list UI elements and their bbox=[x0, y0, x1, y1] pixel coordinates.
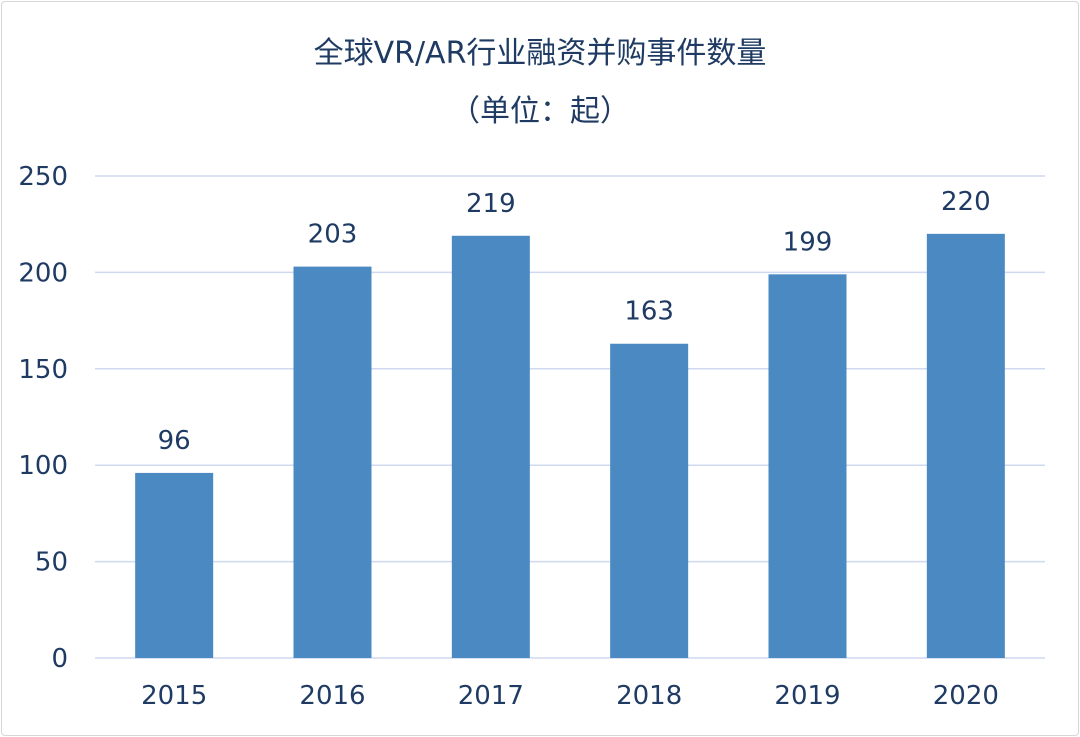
bars bbox=[135, 233, 1005, 658]
y-tick-label: 200 bbox=[18, 258, 68, 288]
data-label: 203 bbox=[308, 220, 358, 250]
data-label: 96 bbox=[158, 426, 191, 456]
bar bbox=[451, 235, 530, 658]
x-axis-ticks: 2015 2016 2017 2018 2019 2020 bbox=[141, 681, 999, 711]
bar bbox=[926, 233, 1005, 658]
y-tick-label: 0 bbox=[51, 644, 68, 674]
y-tick-label: 250 bbox=[18, 162, 68, 192]
y-tick-label: 150 bbox=[18, 355, 68, 385]
data-label: 220 bbox=[941, 187, 991, 217]
x-tick-label: 2018 bbox=[616, 681, 682, 711]
bar bbox=[293, 266, 372, 658]
x-tick-label: 2019 bbox=[774, 681, 840, 711]
grid-lines bbox=[95, 175, 1045, 659]
bar bbox=[135, 472, 214, 658]
chart-title: 全球VR/AR行业融资并购事件数量 bbox=[313, 36, 767, 71]
data-label: 219 bbox=[466, 189, 516, 219]
x-tick-label: 2015 bbox=[141, 681, 207, 711]
x-tick-label: 2017 bbox=[458, 681, 524, 711]
y-axis-ticks: 0 50 100 150 200 250 bbox=[18, 162, 68, 674]
data-labels: 96 203 219 163 199 220 bbox=[158, 187, 991, 456]
chart-subtitle: （单位：起） bbox=[450, 94, 630, 129]
bar bbox=[610, 343, 689, 658]
y-tick-label: 100 bbox=[18, 451, 68, 481]
y-tick-label: 50 bbox=[35, 548, 68, 578]
bar bbox=[768, 274, 847, 658]
x-tick-label: 2016 bbox=[299, 681, 365, 711]
data-label: 199 bbox=[783, 227, 833, 257]
data-label: 163 bbox=[624, 297, 674, 327]
x-tick-label: 2020 bbox=[933, 681, 999, 711]
